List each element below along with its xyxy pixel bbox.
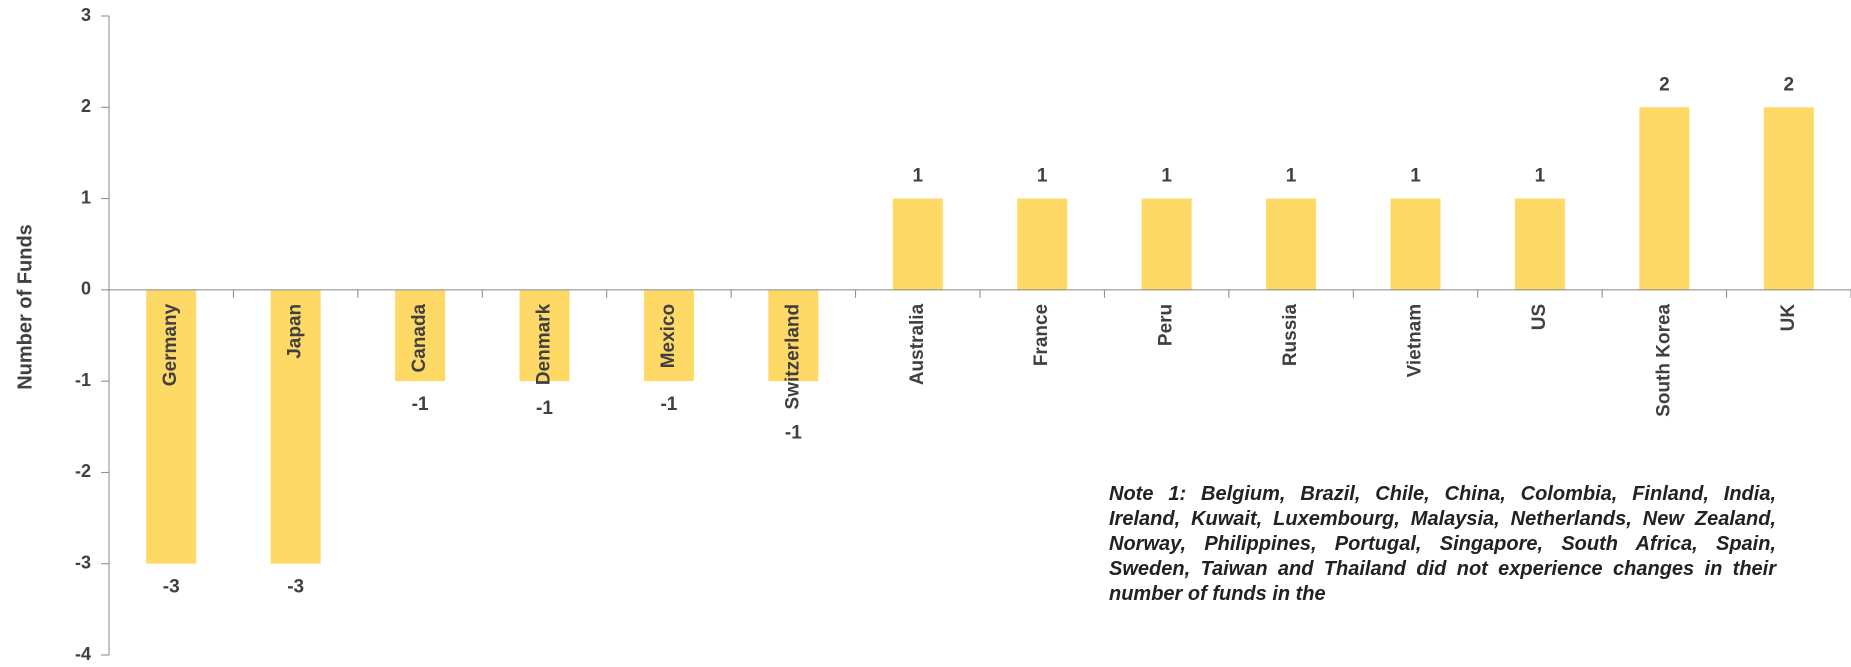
value-label: -1 (412, 394, 429, 415)
value-label: 2 (1783, 74, 1794, 95)
x-tick-label: France (1031, 304, 1052, 366)
y-tick-label: -2 (75, 461, 91, 481)
bar (395, 289, 446, 382)
bar (1017, 198, 1068, 290)
x-tick-label: US (1529, 304, 1550, 330)
y-axis-title: Number of Funds (14, 224, 36, 390)
y-tick-label: -1 (75, 370, 91, 390)
y-tick-label: -4 (75, 644, 91, 664)
value-label: 1 (1535, 166, 1546, 187)
value-label: 2 (1659, 74, 1670, 95)
value-label: -3 (287, 577, 304, 598)
value-label: 1 (1286, 166, 1297, 187)
x-tick-label: Switzerland (782, 304, 803, 410)
value-label: -3 (163, 577, 180, 598)
bar (519, 289, 570, 382)
value-label: 1 (1161, 166, 1172, 187)
bar (643, 289, 694, 382)
x-tick-label: Japan (285, 304, 306, 359)
y-tick-label: 2 (81, 96, 91, 116)
value-label: 1 (1037, 166, 1048, 187)
bar (1141, 198, 1192, 290)
bar (1639, 107, 1690, 290)
y-tick-label: 3 (81, 5, 91, 25)
y-tick-label: 1 (81, 187, 91, 207)
x-tick-label: Vietnam (1405, 304, 1426, 378)
value-label: -1 (536, 398, 553, 419)
y-tick-label: 0 (81, 279, 91, 299)
value-label: -1 (785, 422, 802, 443)
x-tick-label: Germany (160, 303, 181, 386)
x-tick-label: UK (1778, 304, 1799, 332)
bar (1763, 107, 1814, 290)
bar (768, 289, 819, 382)
x-tick-label: Denmark (534, 303, 555, 385)
note: Note 1: Belgium, Brazil, Chile, China, C… (1109, 483, 1776, 605)
x-tick-label: Australia (907, 303, 928, 385)
value-label: 1 (1410, 166, 1421, 187)
value-label: 1 (912, 166, 923, 187)
bar (1390, 198, 1441, 290)
bar (1514, 198, 1565, 290)
value-label: -1 (660, 394, 677, 415)
x-tick-label: South Korea (1653, 303, 1674, 416)
bar (1266, 198, 1317, 290)
bar (270, 289, 321, 564)
x-tick-label: Russia (1280, 303, 1301, 366)
x-tick-label: Peru (1156, 304, 1177, 346)
x-tick-label: Mexico (658, 304, 679, 368)
x-tick-label: Canada (409, 303, 430, 372)
bar (892, 198, 943, 290)
bar (146, 289, 197, 564)
y-tick-label: -3 (75, 552, 91, 572)
